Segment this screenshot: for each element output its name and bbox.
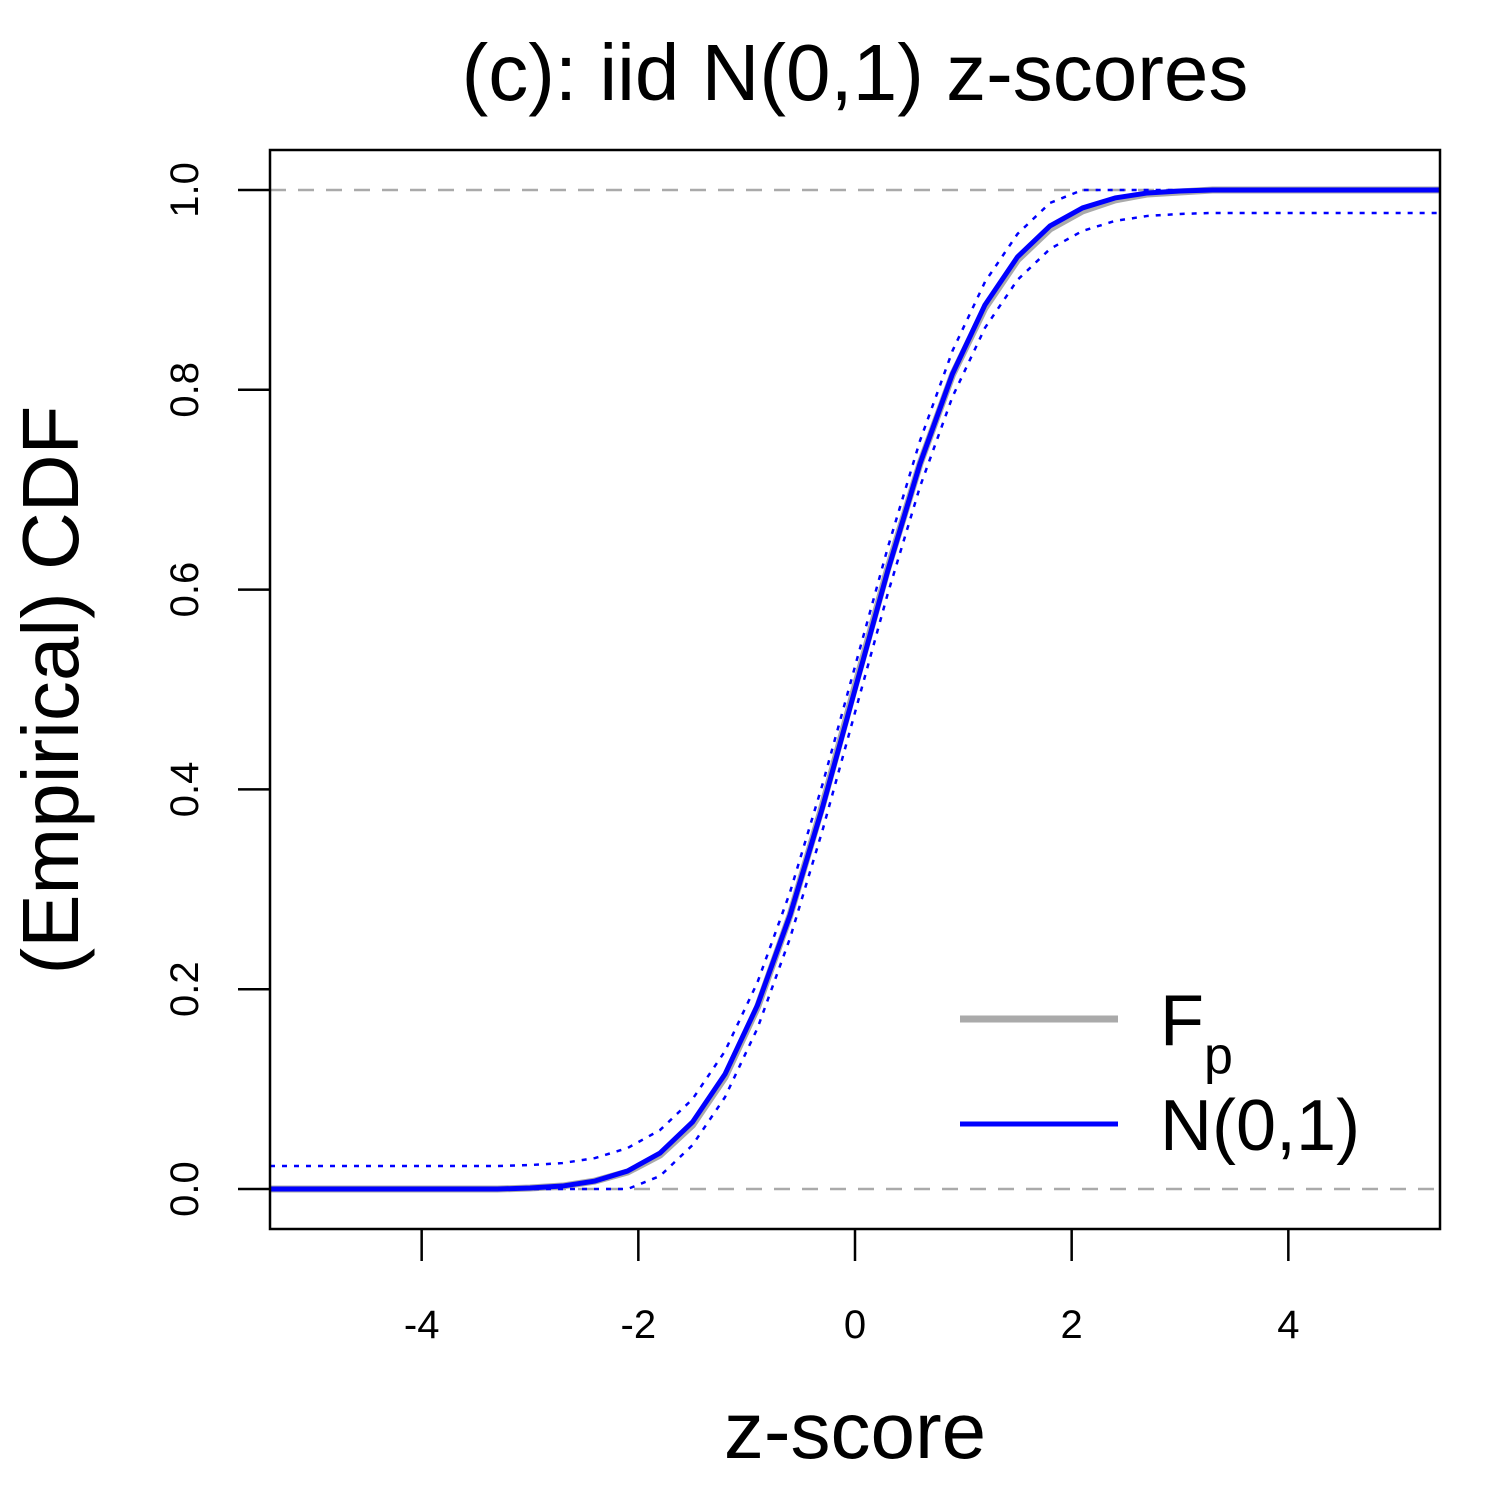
x-tick-label: -4	[404, 1303, 440, 1347]
y-tick-label: 0.4	[163, 762, 207, 818]
x-axis-label: z-score	[724, 1386, 986, 1475]
y-axis-label: (Empirical) CDF	[6, 406, 95, 975]
x-tick-label: 0	[844, 1303, 866, 1347]
y-tick-label: 0.8	[163, 362, 207, 418]
y-tick-label: 0.6	[163, 562, 207, 618]
series-line	[270, 188, 1440, 1168]
plot-area	[270, 186, 1440, 1193]
plot-frame	[268, 148, 1442, 1231]
chart-title: (c): iid N(0,1) z-scores	[462, 28, 1249, 117]
x-tick-label: 2	[1061, 1303, 1083, 1347]
legend-subscript: p	[1204, 1027, 1233, 1085]
legend-label: N(0,1)	[1160, 1086, 1360, 1166]
y-tick-label: 0.0	[163, 1161, 207, 1217]
x-tick-label: 4	[1277, 1303, 1299, 1347]
y-tick-label: 0.2	[163, 961, 207, 1017]
series-line	[270, 211, 1440, 1191]
series-line	[270, 187, 1440, 1192]
legend-label: Fp	[1160, 981, 1233, 1085]
y-tick-label: 1.0	[163, 162, 207, 218]
x-tick-label: -2	[621, 1303, 657, 1347]
